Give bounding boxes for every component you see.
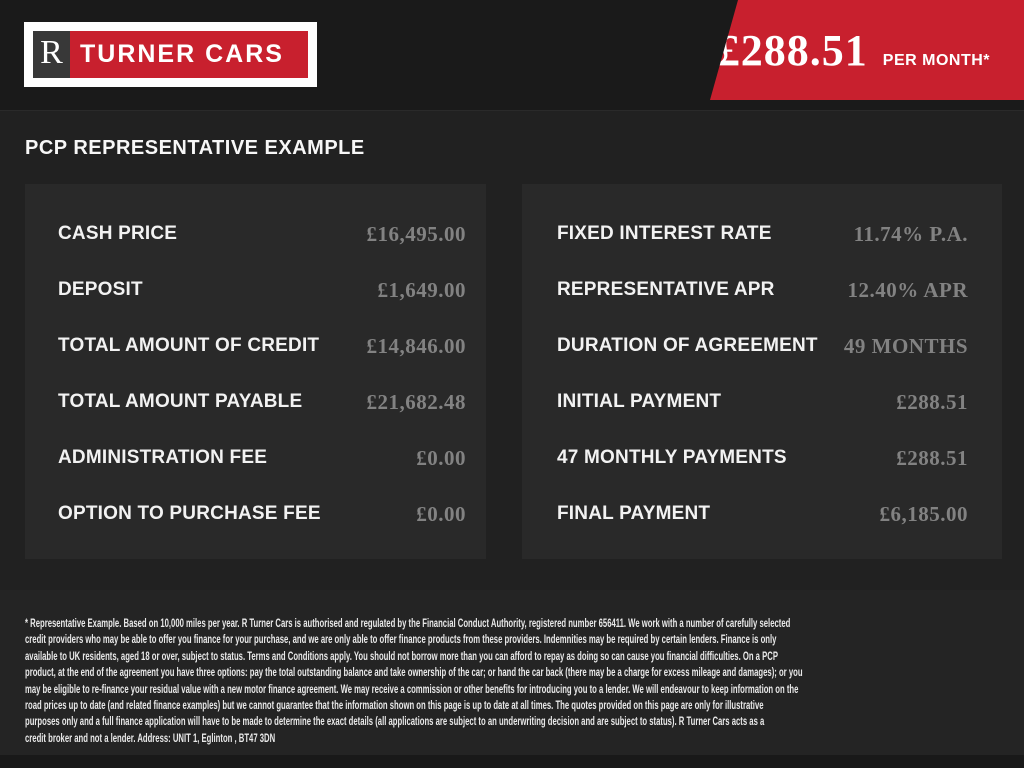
finance-row-value: £0.00 [416,501,466,526]
finance-row-value: 11.74% P.A. [853,221,968,246]
disclaimer-line: may be eligible to re-finance your resid… [25,683,799,696]
finance-panel-left: CASH PRICE £16,495.00 DEPOSIT £1,649.00 … [25,184,486,559]
disclaimer-line: purposes only and a full finance applica… [25,716,765,729]
price-line: £288.51 PER MONTH* [718,25,990,76]
finance-row: ADMINISTRATION FEE £0.00 [58,430,466,486]
finance-row: FINAL PAYMENT £6,185.00 [557,486,968,542]
finance-row-value: £6,185.00 [879,501,968,526]
finance-row-value: £1,649.00 [377,277,466,302]
finance-panel-right: FIXED INTEREST RATE 11.74% P.A. REPRESEN… [522,184,1002,559]
finance-row-label: INITIAL PAYMENT [557,391,722,412]
finance-row: 47 MONTHLY PAYMENTS £288.51 [557,430,968,486]
finance-row-value: £288.51 [896,445,968,470]
finance-row-label: CASH PRICE [58,223,178,244]
finance-row: FIXED INTEREST RATE 11.74% P.A. [557,206,968,262]
logo-wordmark: TURNER CARS [70,31,308,78]
disclaimer-line: available to UK residents, aged 18 or ov… [25,650,778,663]
finance-row-label: ADMINISTRATION FEE [58,447,268,468]
disclaimer-line: credit providers who may be able to offe… [25,634,777,647]
logo-r-mark: R [33,31,70,78]
monthly-price-banner: £288.51 PER MONTH* [710,0,1024,100]
price-amount: £288.51 [717,25,868,75]
disclaimer-line: credit broker and not a lender. Address:… [25,732,276,745]
disclaimer-line: * Representative Example. Based on 10,00… [25,618,791,630]
disclaimer-text: * Representative Example. Based on 10,00… [25,616,1017,747]
page-title: PCP REPRESENTATIVE EXAMPLE [25,137,365,159]
finance-row: CASH PRICE £16,495.00 [58,206,466,262]
finance-row-value: £16,495.00 [366,221,466,246]
finance-row-value: 12.40% APR [847,277,968,302]
finance-row: TOTAL AMOUNT PAYABLE £21,682.48 [58,374,466,430]
finance-row: DURATION OF AGREEMENT 49 MONTHS [557,318,968,374]
finance-row: DEPOSIT £1,649.00 [58,262,466,318]
top-bar: R TURNER CARS £288.51 PER MONTH* [0,0,1024,110]
finance-row: REPRESENTATIVE APR 12.40% APR [557,262,968,318]
brand-logo[interactable]: R TURNER CARS [24,22,317,87]
finance-row-label: REPRESENTATIVE APR [557,279,775,300]
finance-row-value: £21,682.48 [366,389,466,414]
finance-row: INITIAL PAYMENT £288.51 [557,374,968,430]
finance-row-label: OPTION TO PURCHASE FEE [58,503,321,524]
finance-row-value: £0.00 [416,445,466,470]
price-per-month-label: PER MONTH* [882,51,990,69]
finance-row-value: £288.51 [896,389,968,414]
finance-row-label: FINAL PAYMENT [557,503,711,524]
finance-row-label: 47 MONTHLY PAYMENTS [557,447,787,468]
finance-row-label: DEPOSIT [58,279,143,300]
finance-row: OPTION TO PURCHASE FEE £0.00 [58,486,466,542]
finance-row-label: DURATION OF AGREEMENT [557,335,818,356]
finance-row-label: FIXED INTEREST RATE [557,223,772,244]
finance-row-value: £14,846.00 [366,333,466,358]
finance-row-label: TOTAL AMOUNT PAYABLE [58,391,303,412]
footer-strip [0,755,1024,768]
disclaimer-line: road prices up to date (and related fina… [25,700,764,713]
finance-row-value: 49 MONTHS [843,333,968,358]
finance-panels: CASH PRICE £16,495.00 DEPOSIT £1,649.00 … [0,184,1024,559]
content-section: PCP REPRESENTATIVE EXAMPLE CASH PRICE £1… [0,110,1024,590]
logo-letter: R [40,34,63,71]
disclaimer-section: * Representative Example. Based on 10,00… [0,590,1024,755]
finance-row-label: TOTAL AMOUNT OF CREDIT [58,335,320,356]
finance-row: TOTAL AMOUNT OF CREDIT £14,846.00 [58,318,466,374]
disclaimer-line: product, at the end of the agreement you… [25,667,803,680]
